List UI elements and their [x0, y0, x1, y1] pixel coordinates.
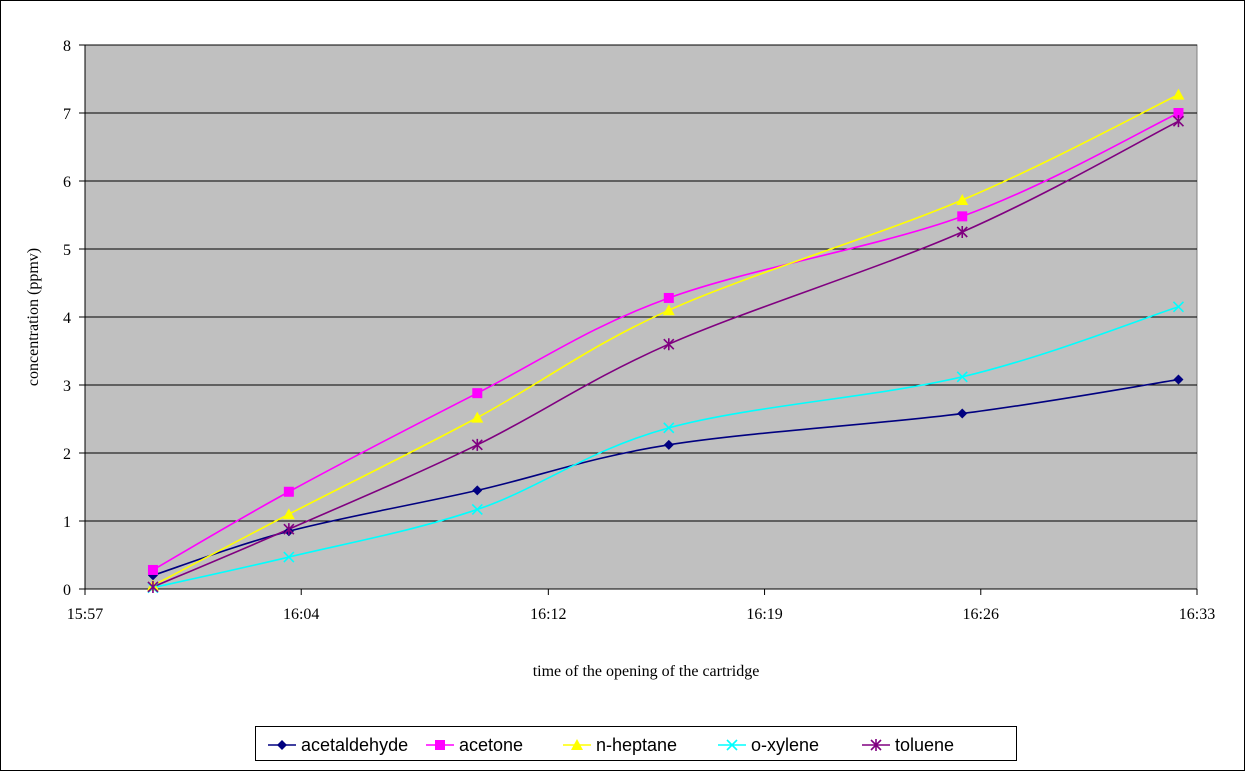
legend-item-toluene: toluene: [862, 735, 954, 755]
data-point-o-xylene: [471, 503, 483, 516]
y-tick-label: 8: [63, 38, 71, 55]
data-point-toluene: [663, 338, 675, 351]
data-point-acetone: [957, 211, 968, 222]
legend-items: acetaldehyde acetone n-heptane o-xylene tolu…: [268, 735, 954, 755]
y-tick-label: 0: [63, 582, 71, 599]
data-point-acetaldehyde: [957, 408, 968, 419]
legend-label: o-xylene: [751, 735, 819, 755]
data-point-acetaldehyde: [1173, 374, 1184, 385]
data-point-toluene: [147, 580, 159, 593]
legend-item-o-xylene: o-xylene: [718, 735, 819, 755]
legend-label: toluene: [895, 735, 954, 755]
series-markers: [146, 88, 1185, 594]
y-tick-label: 4: [63, 310, 71, 327]
data-point-acetaldehyde: [472, 485, 483, 496]
x-tick-label: 15:57: [67, 606, 103, 623]
data-point-acetone: [663, 292, 674, 303]
data-point-o-xylene: [663, 422, 675, 434]
x-tick-label: 16:33: [1179, 606, 1215, 623]
data-point-acetaldehyde: [663, 439, 674, 450]
legend-swatch-marker: [435, 740, 445, 750]
data-point-o-xylene: [1172, 301, 1185, 313]
data-point-n-heptane: [662, 304, 675, 316]
legend-swatch-marker: [870, 739, 882, 751]
data-point-toluene: [471, 438, 483, 451]
data-point-acetone: [472, 388, 483, 399]
y-tick-label: 1: [63, 514, 71, 531]
legend-label: n-heptane: [596, 735, 677, 755]
x-tick-label: 16:26: [963, 606, 999, 623]
legend-item-n-heptane: n-heptane: [563, 735, 677, 755]
data-point-toluene: [283, 523, 295, 536]
legend: acetaldehyde acetone n-heptane o-xylene tolu…: [255, 726, 1017, 761]
legend-label: acetone: [459, 735, 523, 755]
x-tick-label: 16:19: [746, 606, 782, 623]
data-point-o-xylene: [283, 551, 295, 563]
legend-swatch-marker: [277, 740, 287, 750]
axes: [79, 44, 1198, 595]
legend-label: acetaldehyde: [301, 735, 408, 755]
data-point-acetone: [283, 486, 294, 497]
tick-labels: 0 1 2 3 4 5 6 7 8 15:57 16:04 16:12 16:19 16:26 16:33: [63, 38, 1215, 623]
data-point-n-heptane: [1172, 88, 1185, 100]
y-tick-label: 3: [63, 378, 71, 395]
data-point-toluene: [1172, 115, 1185, 128]
legend-swatch-marker: [571, 739, 583, 750]
data-point-o-xylene: [956, 371, 968, 383]
legend-item-acetaldehyde: acetaldehyde: [268, 735, 408, 755]
data-point-acetone: [147, 564, 158, 575]
y-tick-label: 6: [63, 174, 71, 191]
y-tick-label: 7: [63, 106, 71, 123]
data-point-acetone: [1173, 108, 1184, 118]
x-axis-label: time of the opening of the cartridge: [533, 663, 760, 680]
y-tick-label: 5: [63, 242, 71, 259]
data-point-n-heptane: [282, 508, 295, 520]
data-point-n-heptane: [471, 411, 484, 423]
gridlines: [85, 44, 1197, 522]
x-tick-label: 16:04: [283, 606, 319, 623]
y-axis-label: concentration (ppmv): [25, 248, 42, 386]
legend-swatch-marker: [726, 739, 738, 751]
y-tick-label: 2: [63, 446, 71, 463]
data-point-n-heptane: [956, 194, 969, 206]
data-point-toluene: [956, 226, 968, 238]
x-tick-label: 16:12: [530, 606, 566, 623]
legend-item-acetone: acetone: [426, 735, 523, 755]
